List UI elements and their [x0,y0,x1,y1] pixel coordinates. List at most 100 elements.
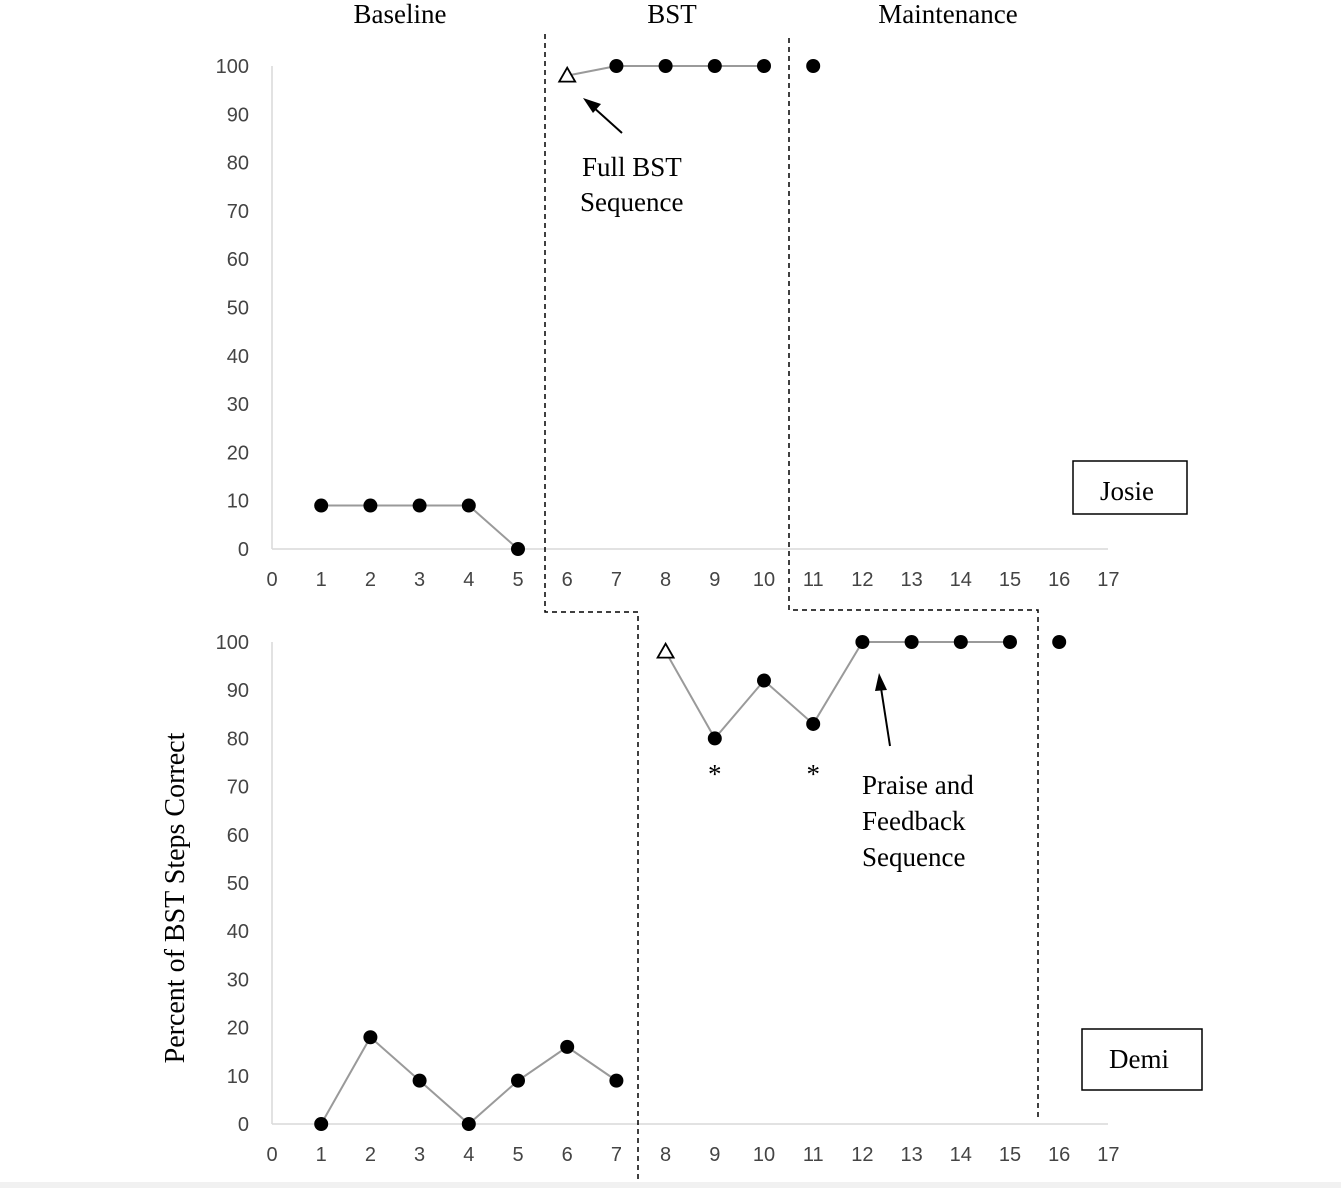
phase-title-bst: BST [647,0,697,29]
x-tick-label-josie-12: 12 [851,569,873,591]
x-tick-label-demi-8: 8 [660,1144,671,1166]
y-tick-label-demi-70: 70 [227,777,249,799]
x-tick-label-josie-11: 11 [803,569,824,591]
y-tick-label-josie-100: 100 [216,56,249,78]
x-tick-label-demi-6: 6 [562,1144,573,1166]
x-tick-label-demi-16: 16 [1048,1144,1070,1166]
x-tick-label-demi-11: 11 [803,1144,824,1166]
data-point-demi-session-2 [363,1030,378,1045]
data-point-demi-session-15 [1003,635,1017,649]
data-point-josie-session-8 [658,59,673,73]
y-tick-label-josie-20: 20 [227,442,249,464]
annotation-praise-line-1: Praise and [862,770,974,800]
participant-box-josie [1072,460,1188,515]
y-tick-label-josie-10: 10 [227,491,249,513]
y-tick-label-josie-80: 80 [227,153,249,175]
x-tick-label-demi-1: 1 [316,1144,327,1166]
data-point-josie-session-1 [314,498,329,513]
x-tick-label-demi-13: 13 [900,1144,922,1166]
y-tick-label-josie-40: 40 [227,346,249,368]
phase-title-baseline: Baseline [354,0,447,29]
x-tick-label-josie-16: 16 [1048,569,1070,591]
data-point-demi-session-11 [806,716,821,731]
x-tick-label-josie-15: 15 [999,569,1021,591]
y-tick-label-josie-0: 0 [238,539,249,561]
series-line-demi-bst [664,641,1010,741]
data-point-demi-session-6 [560,1039,575,1054]
y-tick-label-demi-30: 30 [227,969,249,991]
x-tick-label-demi-14: 14 [950,1144,972,1166]
asterisk-demi-session-11: * [806,759,820,789]
y-tick-label-josie-90: 90 [227,104,249,126]
annotation-praise-line-3: Sequence [862,842,965,872]
y-tick-label-demi-100: 100 [216,632,249,654]
y-tick-label-demi-50: 50 [227,873,249,895]
data-point-demi-session-5 [511,1073,525,1088]
x-tick-label-josie-17: 17 [1097,569,1119,591]
data-point-demi-session-14 [953,635,968,649]
participant-name-josie: Josie [1100,476,1154,506]
x-tick-label-demi-4: 4 [463,1144,474,1166]
data-point-josie-session-6 [557,65,577,83]
data-point-demi-session-8 [656,641,676,659]
data-point-demi-session-4 [461,1117,476,1131]
annotation-arrowhead-full-bst [583,98,601,113]
x-tick-label-josie-4: 4 [463,569,474,591]
x-tick-label-josie-9: 9 [709,569,720,591]
data-point-demi-session-3 [412,1073,427,1088]
data-point-demi-session-7 [609,1073,624,1088]
x-tick-label-demi-7: 7 [611,1144,622,1166]
y-tick-label-josie-50: 50 [227,298,249,320]
y-tick-label-demi-40: 40 [227,921,249,943]
data-point-josie-session-9 [707,59,722,73]
x-tick-label-josie-2: 2 [365,569,376,591]
phase-title-maintenance: Maintenance [878,0,1017,29]
data-point-demi-session-10 [757,673,771,688]
y-tick-label-josie-30: 30 [227,394,249,416]
data-point-josie-session-5 [511,542,525,556]
x-tick-label-demi-12: 12 [851,1144,873,1166]
x-tick-label-demi-9: 9 [709,1144,720,1166]
x-tick-label-josie-7: 7 [611,569,622,591]
data-point-demi-session-12 [855,635,870,649]
x-tick-label-demi-10: 10 [753,1144,775,1166]
x-tick-label-josie-0: 0 [266,569,277,591]
y-tick-label-demi-0: 0 [238,1114,249,1136]
y-tick-label-demi-10: 10 [227,1066,249,1088]
data-point-josie-session-3 [412,498,427,513]
y-tick-label-josie-70: 70 [227,201,249,223]
y-tick-label-josie-60: 60 [227,249,249,271]
annotation-arrow-praise [880,687,891,747]
y-tick-label-demi-20: 20 [227,1018,249,1040]
participant-name-demi: Demi [1109,1044,1169,1074]
x-tick-label-josie-8: 8 [660,569,671,591]
phase-change-line-bst-maintenance [788,38,1039,1120]
footer-bar [0,1182,1341,1188]
annotation-full-bst-line-1: Full BST [582,152,682,182]
annotation-arrow-full-bst [591,105,623,134]
x-tick-label-josie-1: 1 [316,569,327,591]
x-tick-label-josie-14: 14 [950,569,972,591]
x-tick-label-demi-15: 15 [999,1144,1021,1166]
y-axis-label: Percent of BST Steps Correct [160,732,191,1063]
x-tick-label-josie-5: 5 [512,569,523,591]
data-point-josie-session-11 [806,59,821,73]
x-tick-label-josie-6: 6 [562,569,573,591]
x-tick-label-josie-10: 10 [753,569,775,591]
data-point-demi-session-13 [904,635,919,649]
data-point-josie-session-10 [757,59,771,73]
annotation-arrowhead-praise [875,673,887,691]
participant-box-demi [1081,1028,1203,1091]
y-tick-label-demi-90: 90 [227,680,249,702]
annotation-praise-line-2: Feedback [862,806,966,836]
y-tick-label-demi-60: 60 [227,825,249,847]
x-tick-label-josie-13: 13 [900,569,922,591]
x-tick-label-demi-17: 17 [1097,1144,1119,1166]
y-tick-label-demi-80: 80 [227,728,249,750]
x-tick-label-josie-3: 3 [414,569,425,591]
annotation-full-bst-line-2: Sequence [580,187,683,217]
data-point-demi-session-1 [314,1117,329,1131]
data-point-josie-session-7 [609,59,624,73]
